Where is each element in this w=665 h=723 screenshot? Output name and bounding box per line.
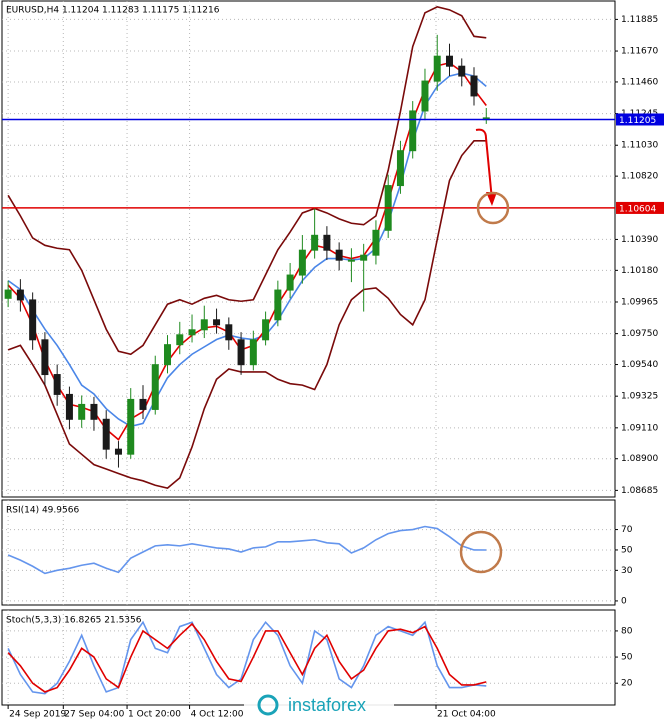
y-tick-label: 1.09965: [621, 297, 658, 307]
candle-body: [409, 110, 417, 152]
candle-body: [396, 150, 404, 187]
y-tick-label: 20: [621, 679, 633, 689]
candle-body: [41, 339, 49, 376]
indicator-line: [7, 620, 487, 695]
candle-body: [372, 229, 380, 256]
candle-body: [200, 319, 208, 331]
candle-body: [445, 55, 453, 67]
y-tick-label: 50: [621, 545, 633, 555]
stoch-title: Stoch(5,3,3) 16.8265 21.5356: [6, 616, 142, 626]
indicator-line: [7, 72, 487, 428]
y-tick-label: 1.09110: [621, 423, 658, 433]
y-tick-label: 80: [621, 626, 633, 636]
indicator-line: [7, 61, 487, 441]
candle-body: [78, 403, 86, 420]
main-title: EURUSD,H4 1.11204 1.11283 1.11175 1.1121…: [6, 6, 220, 16]
candle-body: [323, 234, 331, 251]
candle-body: [16, 289, 24, 301]
candle-body: [4, 289, 12, 299]
y-tick-label: 1.11885: [621, 15, 658, 25]
candle-body: [114, 448, 122, 455]
y-tick-label: 1.08685: [621, 486, 658, 496]
y-tick-label: 0: [621, 596, 627, 606]
indicator-line: [7, 6, 487, 356]
y-tick-label: 1.10390: [621, 235, 658, 245]
y-tick-label: 1.09325: [621, 392, 658, 402]
candle-body: [433, 55, 441, 82]
x-tick-label: 27 Sep 04:00: [64, 710, 124, 720]
candle-body: [335, 249, 343, 261]
rsi-title: RSI(14) 49.9566: [6, 506, 79, 516]
candle-body: [286, 274, 294, 291]
candle-body: [237, 339, 245, 366]
forecast-arrow: [475, 128, 493, 201]
candle-body: [262, 319, 270, 341]
y-tick-label: 50: [621, 653, 633, 663]
candle-body: [421, 80, 429, 112]
candle-body: [151, 364, 159, 410]
candle-body: [127, 398, 135, 455]
level-label: 1.11205: [619, 116, 656, 126]
x-tick-label: 21 Oct 04:00: [437, 710, 496, 720]
candle-body: [188, 329, 196, 336]
rsi-panel-frame: [1, 499, 616, 606]
watermark: instaforex: [288, 695, 366, 715]
y-tick-label: 1.09540: [621, 360, 658, 370]
candle-body: [53, 374, 61, 395]
candle-body: [164, 344, 172, 366]
main-panel-frame: [1, 0, 616, 498]
y-tick-label: 1.11030: [621, 141, 658, 151]
candle-body: [29, 299, 37, 341]
y-tick-label: 30: [621, 566, 633, 576]
candle-body: [360, 254, 368, 261]
candle-body: [458, 65, 466, 77]
candle-body: [347, 259, 355, 262]
candle-body: [225, 324, 233, 341]
candle-body: [298, 249, 306, 276]
level-tag: [616, 113, 664, 126]
x-tick-label: 4 Oct 12:00: [191, 710, 244, 720]
rsi-circle: [459, 530, 503, 574]
y-tick-label: 1.11670: [621, 47, 658, 57]
x-tick-label: 24 Sep 2019: [9, 710, 66, 720]
watermark-logo: [257, 694, 279, 716]
indicator-line: [7, 140, 487, 490]
y-tick-label: 1.10180: [621, 266, 658, 276]
y-tick-label: 1.08900: [621, 454, 658, 464]
candle-body: [311, 234, 319, 251]
candle-body: [102, 418, 110, 450]
forecast-arrow-head: [486, 192, 497, 206]
x-tick-label: 1 Oct 20:00: [128, 710, 181, 720]
candle-body: [249, 339, 257, 366]
indicator-line: [7, 622, 487, 693]
level-label: 1.10604: [619, 204, 656, 214]
y-tick-label: 70: [621, 525, 633, 535]
candle-body: [90, 403, 98, 420]
candle-body: [274, 289, 282, 321]
indicator-line: [7, 525, 487, 575]
y-tick-label: 1.09750: [621, 329, 658, 339]
candle-body: [65, 393, 73, 420]
y-tick-label: 1.11460: [621, 77, 658, 87]
candle-body: [139, 398, 147, 410]
candle-body: [470, 75, 478, 97]
candle-body: [213, 319, 221, 326]
target-circle: [476, 191, 510, 225]
y-tick-label: 1.10820: [621, 172, 658, 182]
candle-body: [176, 334, 184, 346]
level-tag: [616, 201, 664, 214]
